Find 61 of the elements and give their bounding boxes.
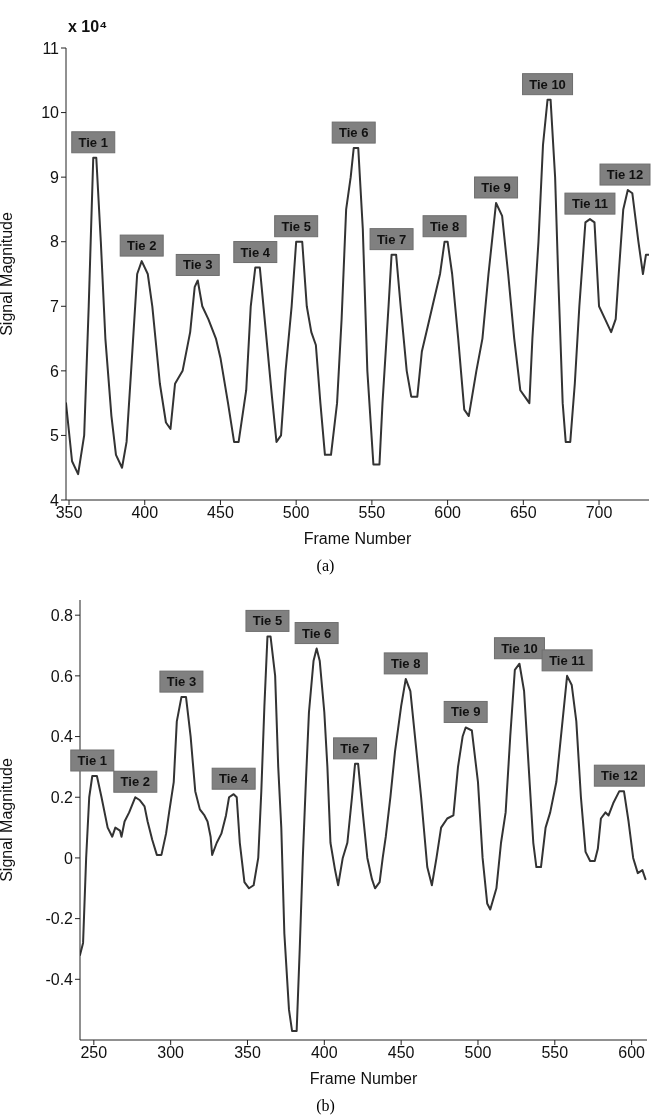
- annotation: Tie 11: [549, 652, 586, 668]
- x-tick-label: 500: [464, 1044, 492, 1062]
- annotation: Tie 4: [218, 771, 250, 787]
- y-tick-label: 0: [64, 849, 74, 867]
- annotation: Tie 2: [120, 774, 151, 790]
- annotation: Tie 12: [606, 167, 644, 183]
- annotation: Tie 7: [340, 740, 370, 756]
- annotation: Tie 3: [166, 674, 197, 690]
- y-axis-title: Signal Magnitude: [0, 758, 15, 882]
- annotation: Tie 6: [339, 125, 369, 141]
- annotation: Tie 6: [301, 625, 332, 641]
- y-tick-label: 0.6: [50, 667, 74, 685]
- y-tick-label: 7: [50, 297, 60, 315]
- x-tick-label: 600: [434, 504, 462, 522]
- y-tick-label: 5: [50, 427, 60, 445]
- x-tick-label: 600: [618, 1044, 646, 1062]
- x-tick-label: 450: [207, 504, 234, 522]
- annotation: Tie 9: [481, 179, 511, 195]
- annotation: Tie 9: [450, 704, 481, 720]
- y-tick-label: 0.2: [50, 788, 74, 806]
- y-axis-title: Signal Magnitude: [0, 212, 15, 336]
- x-axis-title: Frame Number: [303, 530, 412, 547]
- x-tick-label: 450: [387, 1044, 415, 1062]
- annotation: Tie 1: [78, 134, 108, 150]
- annotation: Tie 8: [429, 218, 460, 234]
- annotation: Tie 5: [281, 218, 311, 234]
- y-tick-label: 0.4: [50, 728, 74, 746]
- annotation: Tie 7: [376, 231, 407, 247]
- y-tick-label: 9: [50, 168, 60, 186]
- x-tick-label: 550: [358, 504, 386, 522]
- x-tick-label: 650: [509, 504, 537, 522]
- x-tick-label: 350: [234, 1044, 261, 1062]
- y-tick-label: -0.2: [45, 910, 74, 928]
- annotation: Tie 3: [183, 257, 213, 273]
- x-tick-label: 500: [282, 504, 310, 522]
- y-tick-label: -0.4: [45, 970, 74, 988]
- annotation: Tie 11: [571, 196, 608, 212]
- y-tick-label: 6: [50, 362, 60, 380]
- x-tick-label: 700: [585, 504, 613, 522]
- annotation: Tie 12: [601, 768, 638, 784]
- y-tick-label: 8: [50, 233, 60, 251]
- y-tick-label: 0.8: [50, 606, 74, 624]
- annotation: Tie 2: [127, 238, 157, 254]
- y-tick-label: 10: [41, 104, 60, 122]
- x-tick-label: 400: [131, 504, 159, 522]
- annotation: Tie 10: [501, 640, 538, 656]
- annotation: Tie 4: [240, 244, 271, 260]
- x-tick-label: 300: [157, 1044, 185, 1062]
- x-tick-label: 550: [541, 1044, 569, 1062]
- annotation: Tie 5: [252, 613, 283, 629]
- annotation: Tie 1: [77, 753, 107, 768]
- x-tick-label: 250: [80, 1044, 108, 1062]
- annotation: Tie 8: [391, 655, 421, 671]
- x-axis-title: Frame Number: [309, 1070, 418, 1087]
- text: (b): [315, 1096, 336, 1117]
- text: (a): [315, 556, 336, 577]
- annotation: Tie 10: [529, 76, 566, 92]
- text: x 10⁴: [68, 18, 108, 36]
- line-series: [66, 98, 649, 476]
- y-tick-label: 11: [42, 39, 60, 57]
- x-tick-label: 400: [310, 1044, 338, 1062]
